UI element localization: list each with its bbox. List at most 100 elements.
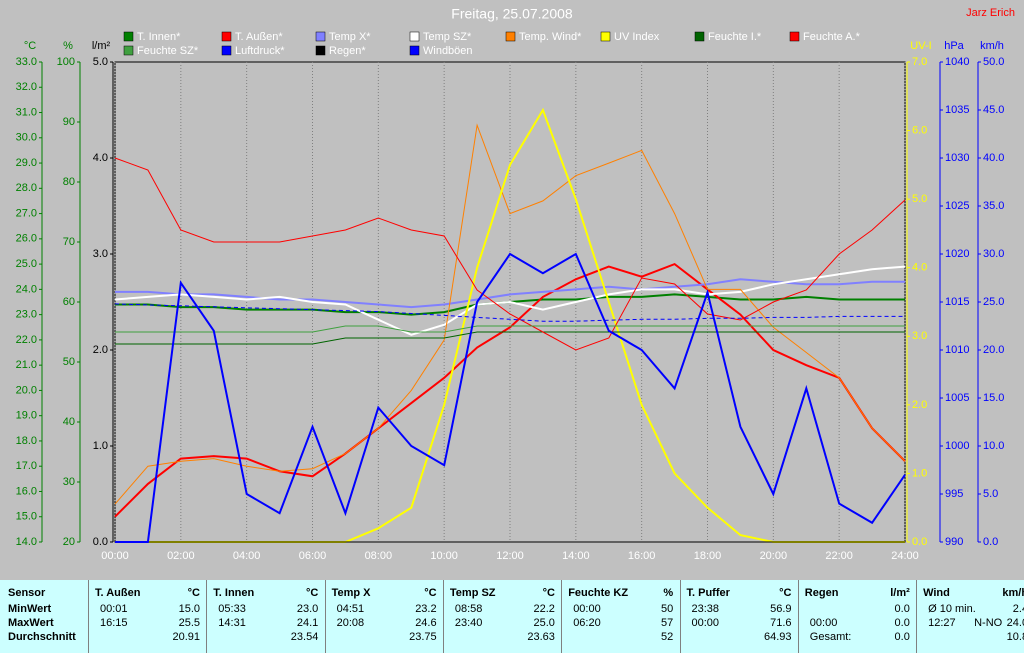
y-tick-label: 10.0	[983, 440, 1004, 452]
legend-label: Temp X*	[329, 31, 371, 43]
column-divider	[442, 580, 444, 653]
legend-swatch	[409, 31, 420, 42]
y-tick-label: 6.0	[912, 124, 927, 136]
cell-time: 00:00	[691, 617, 720, 629]
row-label: MinWert	[8, 603, 52, 615]
column-divider	[561, 580, 563, 653]
y-tick-label: 4.0	[912, 262, 927, 274]
y-tick-label: 1040	[945, 56, 969, 68]
series-line	[114, 157, 906, 351]
y-tick-label: 40.0	[983, 152, 1004, 164]
axis-unit: °C	[24, 40, 36, 52]
x-tick-label: 14:00	[562, 550, 590, 562]
cell-value: 57	[660, 617, 674, 629]
y-tick-label: 1000	[945, 440, 969, 452]
column-divider	[206, 580, 208, 653]
legend-label: Feuchte SZ*	[137, 45, 199, 57]
axis-unit: hPa	[944, 40, 964, 52]
cell-value: 50	[660, 603, 674, 615]
y-tick-label: 15.0	[16, 511, 37, 523]
cell-value: 25.5	[178, 617, 200, 629]
y-tick-label: 80	[63, 176, 75, 188]
x-tick-label: 06:00	[299, 550, 327, 562]
cell-value: 10.8	[1006, 631, 1024, 643]
legend-label: Feuchte A.*	[803, 31, 861, 43]
legend-swatch	[123, 31, 134, 42]
y-tick-label: 20.0	[983, 344, 1004, 356]
y-tick-label: 27.0	[16, 207, 37, 219]
y-tick-label: 90	[63, 116, 75, 128]
column-divider	[88, 580, 89, 653]
y-tick-label: 2.0	[93, 344, 108, 356]
cell-value: 24.0	[1006, 617, 1024, 629]
column-unit: km/h	[1002, 587, 1024, 599]
cell-time: 00:00	[573, 603, 601, 615]
column-unit: °C	[779, 587, 792, 599]
y-tick-label: 5.0	[93, 56, 108, 68]
cell-time: 23:40	[454, 617, 483, 629]
cell-value: 0.0	[894, 631, 910, 643]
x-tick-label: 22:00	[825, 550, 853, 562]
cell-value: 0.0	[894, 603, 910, 615]
legend-label: Windböen	[423, 45, 473, 57]
legend-label: Temp SZ*	[423, 31, 472, 43]
legend-swatch	[694, 31, 705, 42]
cell-time: 23:38	[691, 603, 720, 615]
legend-swatch	[409, 45, 420, 56]
x-tick-label: 08:00	[365, 550, 393, 562]
column-name: T. Puffer	[686, 587, 730, 599]
legend-swatch	[315, 31, 326, 42]
legend-label: Feuchte I.*	[708, 31, 762, 43]
column-name: Temp X	[331, 587, 371, 599]
y-tick-label: 19.0	[16, 410, 37, 422]
y-tick-label: 22.0	[16, 334, 37, 346]
cell-time: 04:51	[336, 603, 365, 615]
row-label: MaxWert	[8, 617, 54, 629]
cell-value: 23.63	[527, 631, 555, 643]
y-tick-label: 1035	[945, 104, 969, 116]
legend-label: Luftdruck*	[235, 45, 285, 57]
series-line	[115, 331, 905, 345]
column-name: Temp SZ	[449, 587, 496, 599]
x-tick-label: 12:00	[496, 550, 524, 562]
column-unit: °C	[305, 587, 319, 599]
legend-label: T. Außen*	[235, 31, 283, 43]
x-tick-label: 18:00	[694, 550, 722, 562]
cell-value: 24.1	[296, 617, 319, 629]
cell-value: 20.91	[172, 631, 200, 643]
column-divider	[797, 580, 799, 653]
legend-label: UV Index	[614, 31, 660, 43]
y-tick-label: 40	[63, 416, 75, 428]
legend-swatch	[315, 45, 326, 56]
cell-value: 64.93	[763, 631, 792, 643]
x-tick-label: 20:00	[760, 550, 788, 562]
y-tick-label: 30	[63, 476, 75, 488]
y-tick-label: 33.0	[16, 56, 37, 68]
column-divider	[324, 580, 326, 653]
y-tick-label: 30.0	[16, 132, 37, 144]
cell-direction: N-NO	[974, 617, 1003, 629]
author: Jarz Erich	[966, 7, 1015, 19]
y-tick-label: 20	[63, 536, 75, 548]
y-tick-label: 23.0	[16, 309, 37, 321]
y-tick-label: 995	[945, 488, 963, 500]
column-unit: °C	[542, 587, 555, 599]
axis-unit: %	[63, 40, 73, 52]
cell-value: 23.0	[296, 603, 319, 615]
cell-time: 14:31	[218, 617, 246, 629]
axis-unit: UV-I	[910, 40, 931, 52]
y-tick-label: 20.0	[16, 384, 37, 396]
y-tick-label: 50	[63, 356, 75, 368]
x-tick-label: 00:00	[101, 550, 129, 562]
y-tick-label: 32.0	[16, 81, 37, 93]
column-name: T. Innen	[213, 587, 255, 599]
y-tick-label: 28.0	[16, 182, 37, 194]
cell-value: 71.6	[770, 617, 792, 629]
row-label: Sensor	[8, 587, 46, 599]
legend-swatch	[505, 31, 516, 42]
cell-time: 12:27	[928, 617, 956, 629]
y-tick-label: 4.0	[93, 152, 108, 164]
axis-unit: l/m²	[92, 40, 111, 52]
x-tick-label: 02:00	[167, 550, 195, 562]
cell-value: 23.75	[409, 631, 437, 643]
